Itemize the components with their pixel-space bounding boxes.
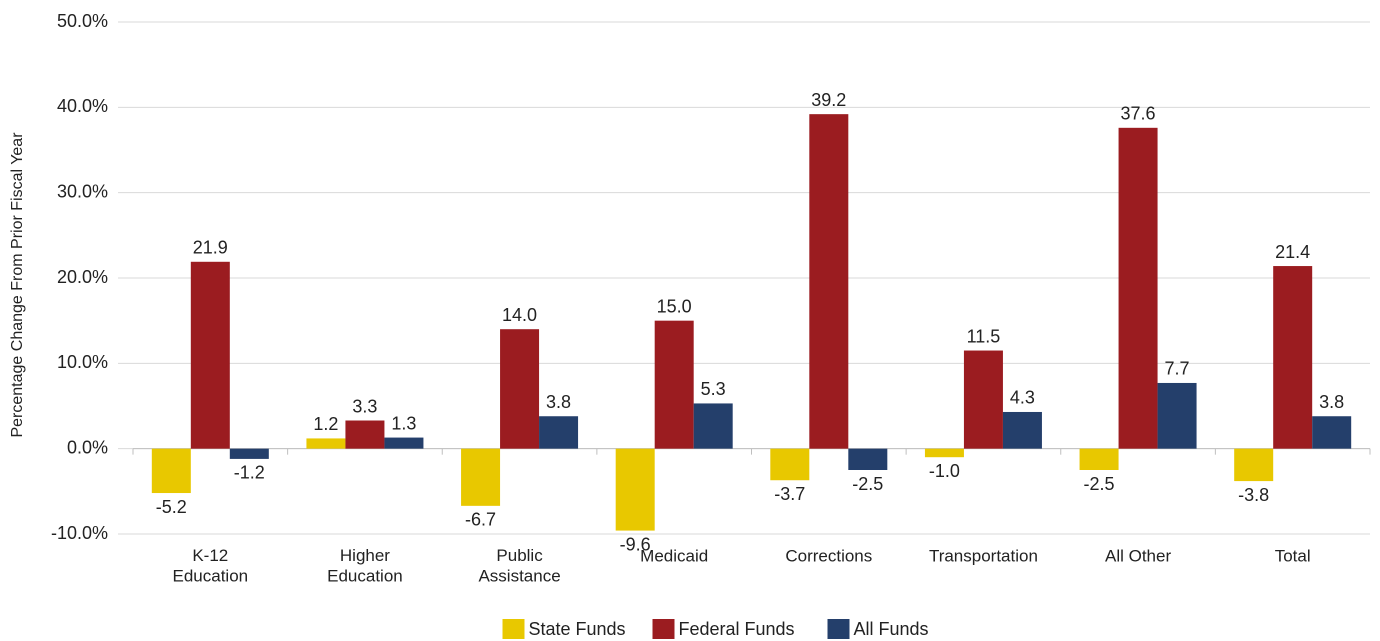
data-label: 1.2 xyxy=(313,414,338,434)
y-tick-label: 50.0% xyxy=(57,11,108,31)
bar xyxy=(1273,266,1313,449)
x-tick-label: Higher Education xyxy=(327,546,403,585)
legend-swatch xyxy=(652,619,675,639)
data-label: -6.7 xyxy=(465,510,496,530)
data-label: 39.2 xyxy=(811,90,846,110)
y-tick-label: 20.0% xyxy=(57,267,108,287)
x-tick-label: Transportation xyxy=(929,546,1038,565)
x-tick-label: Public Assistance xyxy=(478,546,560,585)
x-tick-label: All Other xyxy=(1105,546,1171,565)
bar xyxy=(345,420,385,449)
bar xyxy=(539,416,579,449)
y-tick-label: 40.0% xyxy=(57,96,108,116)
bar xyxy=(1079,448,1119,470)
bar xyxy=(770,448,810,481)
x-tick-label: Corrections xyxy=(785,546,872,565)
bar xyxy=(654,320,694,449)
bar xyxy=(848,448,888,470)
bar xyxy=(1002,411,1042,449)
data-label: -5.2 xyxy=(156,497,187,517)
y-tick-label: 30.0% xyxy=(57,181,108,201)
bar xyxy=(151,448,191,494)
bar xyxy=(1118,127,1158,449)
data-label: 15.0 xyxy=(657,296,692,316)
data-label: -2.5 xyxy=(1084,474,1115,494)
data-label: 3.8 xyxy=(1319,392,1344,412)
data-label: 21.4 xyxy=(1275,242,1310,262)
bar xyxy=(1234,448,1274,482)
bar xyxy=(615,448,655,531)
bar xyxy=(924,448,964,458)
x-tick-label: Medicaid xyxy=(640,546,708,565)
data-label: 11.5 xyxy=(967,326,1001,346)
data-label: -9.6 xyxy=(620,534,651,554)
x-tick-label: K-12 Education xyxy=(173,546,249,585)
data-label: 4.3 xyxy=(1010,388,1035,408)
bar xyxy=(1312,416,1352,449)
data-label: 37.6 xyxy=(1121,104,1156,124)
legend-label: All Funds xyxy=(854,619,929,639)
bar xyxy=(384,437,424,449)
bar xyxy=(190,261,230,449)
data-label: 21.9 xyxy=(193,238,228,258)
legend-swatch xyxy=(502,619,525,639)
bar xyxy=(229,448,269,459)
bar xyxy=(963,350,1003,449)
data-label: -3.8 xyxy=(1238,485,1269,505)
bar xyxy=(1157,382,1197,449)
data-label: 3.8 xyxy=(546,392,571,412)
y-axis-label: Percentage Change From Prior Fiscal Year xyxy=(9,132,26,438)
bar xyxy=(306,438,346,449)
y-tick-label: 0.0% xyxy=(67,437,108,457)
data-label: -1.2 xyxy=(234,463,265,483)
data-label: -2.5 xyxy=(852,474,883,494)
data-label: 14.0 xyxy=(502,305,537,325)
bar xyxy=(461,448,501,506)
bar xyxy=(809,114,849,449)
y-tick-label: 10.0% xyxy=(57,352,108,372)
data-label: -3.7 xyxy=(774,484,805,504)
bar xyxy=(500,329,540,449)
y-tick-label: -10.0% xyxy=(51,523,108,543)
legend-swatch xyxy=(827,619,850,639)
data-label: 5.3 xyxy=(701,379,726,399)
legend-label: State Funds xyxy=(529,619,626,639)
x-tick-label: Total xyxy=(1275,546,1311,565)
data-label: 3.3 xyxy=(352,396,377,416)
legend-label: Federal Funds xyxy=(679,619,795,639)
data-label: 1.3 xyxy=(391,413,416,433)
data-label: 7.7 xyxy=(1165,359,1190,379)
bar xyxy=(693,403,733,449)
data-label: -1.0 xyxy=(929,461,960,481)
